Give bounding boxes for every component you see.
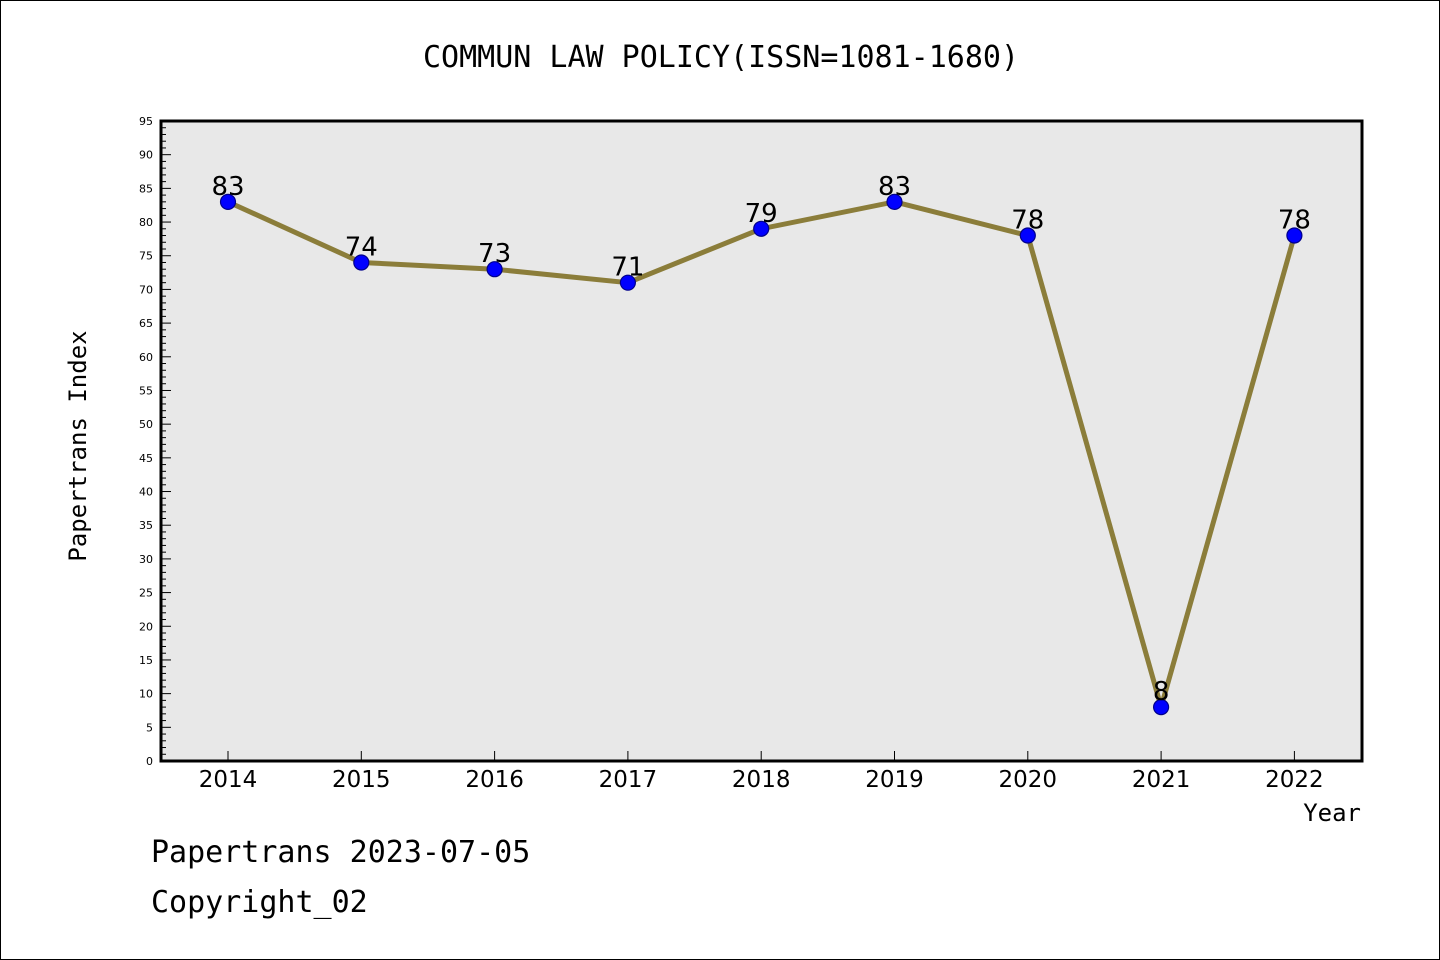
data-label: 74 <box>345 232 378 262</box>
data-point <box>486 261 503 278</box>
x-tick-label: 2022 <box>1265 767 1324 793</box>
y-tick-label: 85 <box>139 182 153 195</box>
y-tick-label: 75 <box>139 250 153 263</box>
y-tick-label: 20 <box>139 620 153 633</box>
data-point <box>1286 227 1303 244</box>
data-label: 71 <box>611 253 644 283</box>
chart-title: COMMUN LAW POLICY(ISSN=1081-1680) <box>423 40 1019 75</box>
data-point <box>1019 227 1036 244</box>
y-tick-label: 15 <box>139 654 153 667</box>
data-point <box>619 274 637 291</box>
y-tick-label: 55 <box>139 384 153 397</box>
data-label: 8 <box>1153 677 1170 707</box>
data-label: 79 <box>745 199 778 229</box>
x-tick-label: 2017 <box>599 767 658 793</box>
x-tick-label: 2019 <box>865 767 924 793</box>
data-label: 83 <box>211 172 244 202</box>
x-tick-label: 2020 <box>999 767 1058 793</box>
data-point <box>1152 699 1170 716</box>
y-tick-label: 60 <box>139 351 153 364</box>
data-label: 78 <box>1011 206 1044 236</box>
y-tick-label: 95 <box>139 115 153 128</box>
y-axis: 0 5 10 15 20 25 30 35 40 45 50 55 60 65 70 75 80 85 90 95 <box>139 115 171 768</box>
x-tick-label: 2014 <box>199 767 258 793</box>
data-label: 78 <box>1278 206 1311 236</box>
y-tick-label: 30 <box>139 553 153 566</box>
data-label: 83 <box>878 172 911 202</box>
y-tick-label: 65 <box>139 317 153 330</box>
footer-date-text: Papertrans 2023-07-05 <box>151 835 531 870</box>
x-tick-label: 2021 <box>1132 767 1191 793</box>
x-axis-label: Year <box>1303 799 1361 827</box>
data-point <box>353 254 370 271</box>
x-tick-label: 2015 <box>332 767 391 793</box>
y-tick-label: 5 <box>146 721 153 734</box>
x-tick-label: 2016 <box>465 767 524 793</box>
y-tick-label: 90 <box>139 149 153 162</box>
y-tick-label: 50 <box>139 418 153 431</box>
y-tick-label: 10 <box>139 688 153 701</box>
footer-copyright-text: Copyright_02 <box>151 885 368 920</box>
series-layer: 83 74 73 71 79 83 78 8 78 <box>211 172 1311 716</box>
data-point <box>753 220 770 237</box>
y-tick-label: 40 <box>139 486 153 499</box>
y-tick-label: 0 <box>146 755 153 768</box>
x-tick-label: 2018 <box>732 767 791 793</box>
y-tick-label: 35 <box>139 519 153 532</box>
y-tick-label: 70 <box>139 283 153 296</box>
y-axis-label: Papertrans Index <box>64 330 92 561</box>
data-point <box>219 193 237 210</box>
data-point <box>886 193 903 210</box>
y-tick-label: 45 <box>139 452 153 465</box>
y-tick-label: 80 <box>139 216 153 229</box>
y-tick-label: 25 <box>139 587 153 600</box>
x-axis: 2014 2015 2016 2017 2018 2019 2020 2021 2022 <box>199 751 1324 793</box>
data-label: 73 <box>478 239 511 269</box>
